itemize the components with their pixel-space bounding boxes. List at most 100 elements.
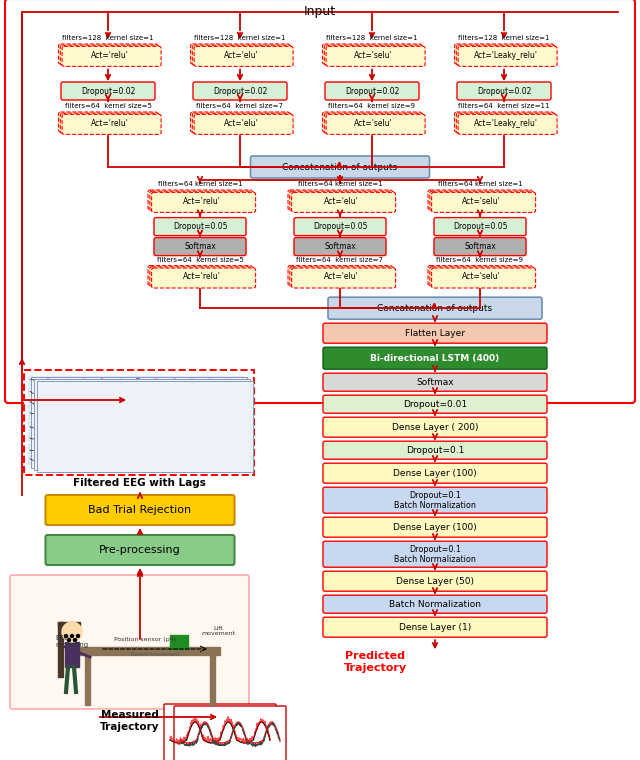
FancyBboxPatch shape bbox=[430, 267, 534, 287]
Text: Dense Layer (100): Dense Layer (100) bbox=[393, 469, 477, 478]
FancyBboxPatch shape bbox=[323, 323, 547, 344]
FancyBboxPatch shape bbox=[431, 268, 536, 288]
Text: filters=64  kernel size=9: filters=64 kernel size=9 bbox=[436, 257, 524, 263]
Text: Dropout=0.02: Dropout=0.02 bbox=[345, 87, 399, 96]
FancyBboxPatch shape bbox=[292, 268, 396, 288]
Text: Act='selu': Act='selu' bbox=[355, 51, 393, 60]
FancyBboxPatch shape bbox=[164, 704, 276, 760]
FancyBboxPatch shape bbox=[323, 112, 422, 132]
Text: Dropout=0.02: Dropout=0.02 bbox=[477, 87, 531, 96]
FancyBboxPatch shape bbox=[60, 45, 159, 65]
Text: Dense Layer ( 200): Dense Layer ( 200) bbox=[392, 423, 478, 432]
Circle shape bbox=[62, 622, 82, 642]
FancyBboxPatch shape bbox=[45, 535, 234, 565]
Text: Dropout=0.1: Dropout=0.1 bbox=[406, 445, 464, 454]
Text: Dropout=0.1
Batch Normalization: Dropout=0.1 Batch Normalization bbox=[394, 490, 476, 510]
FancyBboxPatch shape bbox=[428, 265, 532, 286]
FancyBboxPatch shape bbox=[290, 192, 394, 211]
Text: filters=64 kernel size=1: filters=64 kernel size=1 bbox=[298, 181, 382, 187]
FancyBboxPatch shape bbox=[323, 487, 547, 513]
FancyBboxPatch shape bbox=[326, 46, 425, 66]
FancyBboxPatch shape bbox=[428, 190, 532, 210]
Text: filters=128  kernel size=1: filters=128 kernel size=1 bbox=[195, 35, 285, 41]
FancyBboxPatch shape bbox=[326, 115, 425, 135]
Text: filters=64  kernel size=11: filters=64 kernel size=11 bbox=[458, 103, 550, 109]
Text: Dense Layer (100): Dense Layer (100) bbox=[393, 523, 477, 532]
Text: Softmax: Softmax bbox=[324, 242, 356, 251]
Text: Softmax: Softmax bbox=[464, 242, 496, 251]
Bar bbox=[28, 432, 244, 442]
FancyBboxPatch shape bbox=[60, 113, 159, 133]
Text: Act='elu': Act='elu' bbox=[324, 272, 359, 281]
FancyBboxPatch shape bbox=[62, 115, 161, 135]
Text: Act='relu': Act='relu' bbox=[183, 197, 221, 206]
Text: Position sensor (p4): Position sensor (p4) bbox=[114, 637, 176, 641]
Text: Predicted
Trajectory: Predicted Trajectory bbox=[344, 651, 406, 673]
Text: filters=64  kernel size=5: filters=64 kernel size=5 bbox=[65, 103, 152, 109]
Text: Dense Layer (50): Dense Layer (50) bbox=[396, 577, 474, 586]
Text: Measured
Trajectory: Measured Trajectory bbox=[100, 710, 160, 732]
Text: filters=64  kernel size=7: filters=64 kernel size=7 bbox=[196, 103, 284, 109]
Text: Act='elu': Act='elu' bbox=[225, 119, 259, 128]
FancyBboxPatch shape bbox=[152, 268, 255, 288]
Text: filters=128  kernel size=1: filters=128 kernel size=1 bbox=[62, 35, 154, 41]
Text: Concatenation of outputs: Concatenation of outputs bbox=[282, 163, 397, 172]
Bar bbox=[80, 647, 220, 655]
FancyBboxPatch shape bbox=[325, 82, 419, 100]
FancyBboxPatch shape bbox=[292, 192, 396, 212]
FancyBboxPatch shape bbox=[191, 44, 289, 64]
Text: filters=128  kernel size=1: filters=128 kernel size=1 bbox=[326, 35, 418, 41]
FancyBboxPatch shape bbox=[193, 82, 287, 100]
Text: Dropout=0.02: Dropout=0.02 bbox=[81, 87, 135, 96]
Text: Act='elu': Act='elu' bbox=[225, 51, 259, 60]
Text: Act='Leaky_relu': Act='Leaky_relu' bbox=[474, 51, 538, 60]
FancyBboxPatch shape bbox=[457, 82, 551, 100]
FancyBboxPatch shape bbox=[152, 192, 255, 212]
Text: Bad Trial Rejection: Bad Trial Rejection bbox=[88, 505, 191, 515]
FancyBboxPatch shape bbox=[323, 595, 547, 613]
Text: Act='relu': Act='relu' bbox=[91, 51, 129, 60]
Bar bbox=[210, 655, 215, 705]
Bar bbox=[34, 379, 250, 470]
Text: Lift
movement: Lift movement bbox=[201, 625, 235, 636]
FancyBboxPatch shape bbox=[150, 192, 254, 211]
FancyBboxPatch shape bbox=[174, 706, 286, 760]
Circle shape bbox=[67, 638, 70, 641]
Text: Dropout=0.02: Dropout=0.02 bbox=[213, 87, 267, 96]
FancyBboxPatch shape bbox=[294, 238, 386, 255]
Text: Input: Input bbox=[304, 5, 336, 18]
FancyBboxPatch shape bbox=[288, 190, 392, 210]
FancyBboxPatch shape bbox=[434, 217, 526, 236]
FancyBboxPatch shape bbox=[328, 297, 542, 319]
FancyBboxPatch shape bbox=[323, 541, 547, 567]
Bar bbox=[28, 455, 244, 464]
Text: filters=64  kernel size=7: filters=64 kernel size=7 bbox=[296, 257, 383, 263]
FancyBboxPatch shape bbox=[294, 217, 386, 236]
Circle shape bbox=[65, 635, 67, 638]
Text: filters=64  kernel size=9: filters=64 kernel size=9 bbox=[328, 103, 415, 109]
Text: filters=64 kernel size=1: filters=64 kernel size=1 bbox=[438, 181, 522, 187]
FancyBboxPatch shape bbox=[454, 44, 554, 64]
Text: Softmax: Softmax bbox=[416, 378, 454, 387]
FancyBboxPatch shape bbox=[456, 45, 556, 65]
Bar bbox=[28, 398, 244, 407]
Circle shape bbox=[70, 635, 74, 638]
Bar bbox=[37, 381, 253, 472]
FancyBboxPatch shape bbox=[323, 417, 547, 437]
FancyBboxPatch shape bbox=[323, 373, 547, 391]
Bar bbox=[85, 655, 90, 705]
Bar bbox=[28, 410, 244, 419]
Text: Act='elu': Act='elu' bbox=[324, 197, 359, 206]
FancyBboxPatch shape bbox=[192, 45, 291, 65]
Text: Act='Leaky_relu': Act='Leaky_relu' bbox=[474, 119, 538, 128]
Circle shape bbox=[74, 638, 77, 641]
Text: Dropout=0.05: Dropout=0.05 bbox=[313, 222, 367, 231]
Text: Softmax: Softmax bbox=[184, 242, 216, 251]
FancyBboxPatch shape bbox=[454, 112, 554, 132]
FancyBboxPatch shape bbox=[323, 442, 547, 459]
FancyBboxPatch shape bbox=[458, 115, 557, 135]
FancyBboxPatch shape bbox=[24, 370, 254, 475]
FancyBboxPatch shape bbox=[323, 518, 547, 537]
Text: Dropout=0.01: Dropout=0.01 bbox=[403, 400, 467, 409]
FancyBboxPatch shape bbox=[192, 113, 291, 133]
